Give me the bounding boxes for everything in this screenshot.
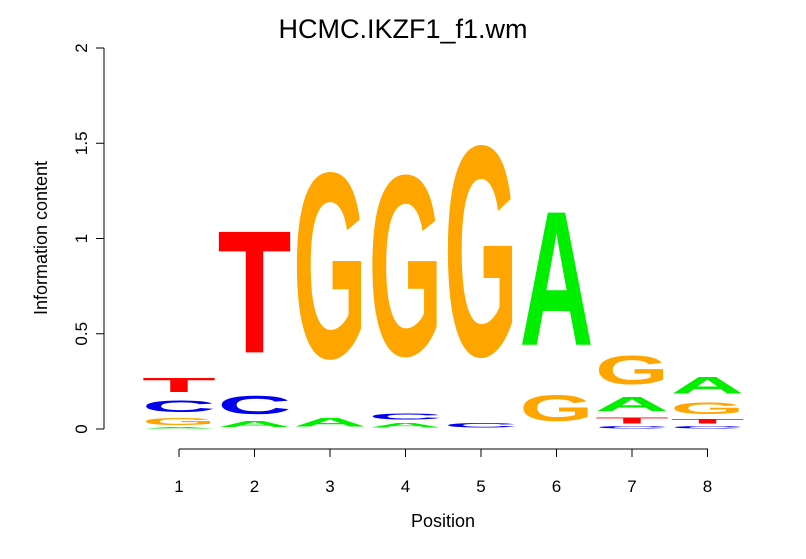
logo-letter-a: A [142, 427, 216, 429]
logo-letter-g: G [142, 416, 216, 427]
y-tick-label: 1.5 [72, 131, 91, 155]
x-axis: 1 2 3 4 5 6 7 8 [174, 448, 712, 496]
chart-title: HCMC.IKZF1_f1.wm [278, 14, 527, 44]
x-tick-label: 1 [174, 477, 183, 496]
x-tick-label: 6 [552, 477, 561, 496]
y-axis-label: Information content [31, 161, 51, 315]
logo-letter-c: C [142, 397, 216, 416]
logo-letter-c: C [218, 391, 292, 420]
logo-letter-g: G [520, 388, 594, 429]
logo-letter-a: A [595, 393, 669, 416]
logo-letter-a: A [520, 171, 594, 386]
logo-letter-t: T [671, 418, 745, 426]
logo-letter-c: C [595, 425, 669, 429]
x-axis-label: Position [411, 511, 475, 531]
x-tick-label: 2 [250, 477, 259, 496]
logo-letter-g: G [671, 399, 745, 418]
y-tick-label: 0.5 [72, 322, 91, 346]
x-tick-label: 8 [703, 477, 712, 496]
x-tick-label: 3 [325, 477, 334, 496]
logo-letter-a: A [671, 372, 745, 399]
logo-letter-c: C [369, 412, 443, 421]
y-tick-label: 2 [72, 43, 91, 52]
logo-letter-a: A [293, 416, 367, 429]
y-tick-label: 1 [72, 234, 91, 243]
y-tick-label: 0 [72, 424, 91, 433]
x-tick-label: 5 [476, 477, 485, 496]
logo-letter-a: A [369, 421, 443, 429]
logo-letter-a: A [218, 420, 292, 429]
logo-letter-g: G [369, 123, 443, 411]
logo-letter-t: T [142, 374, 216, 397]
logo-letter-g: G [293, 119, 367, 415]
x-tick-label: 7 [627, 477, 636, 496]
logo-letter-t: T [218, 194, 292, 389]
logo-letter-g: G [444, 84, 518, 420]
logo-letter-c: C [444, 421, 518, 429]
logo-letter-g: G [595, 347, 669, 393]
x-tick-label: 4 [401, 477, 410, 496]
y-axis: 0 0.5 1 1.5 2 [72, 43, 105, 434]
logo-letter-c: C [671, 425, 745, 429]
logo-letter-t: T [595, 416, 669, 426]
